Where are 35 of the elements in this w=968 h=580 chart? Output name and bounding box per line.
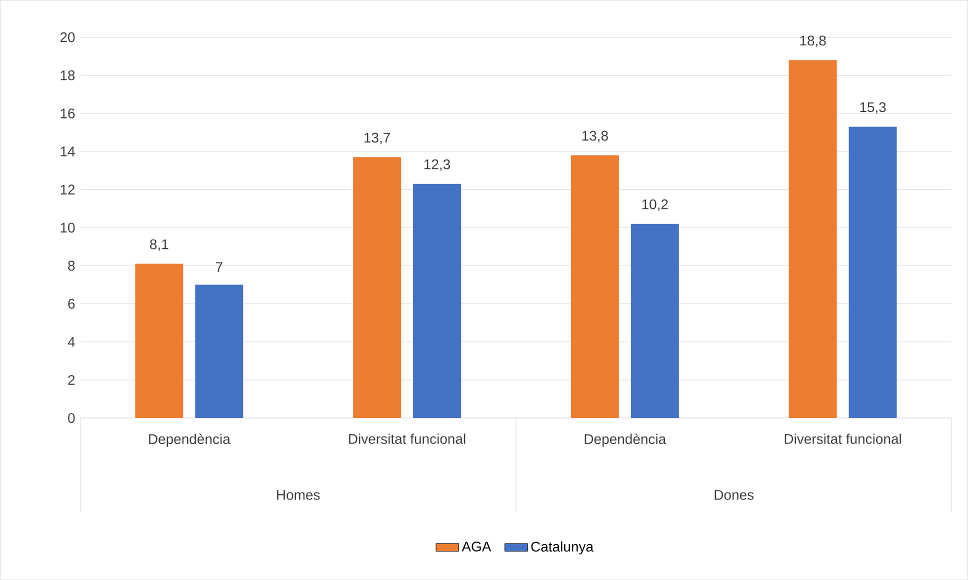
x-tick-label: Dependència [584,434,666,447]
y-tick-label: 4 [68,336,75,347]
y-tick-label: 2 [68,374,75,385]
data-label: 10,2 [642,199,668,211]
x-tick-label: Dependència [149,434,230,447]
legend-label: Catalunya [531,541,594,554]
y-tick-label: 8 [68,260,75,271]
bar [788,60,837,418]
y-tick-label: 14 [60,146,75,156]
y-tick-label: 20 [60,32,75,42]
bar [413,184,462,418]
data-label: 18,8 [800,36,826,48]
y-tick-label: 6 [68,298,75,309]
y-tick-label: 10 [60,222,75,233]
x-tick-label: Diversitat funcional [349,434,466,444]
y-tick-label: 0 [68,412,75,423]
bar [195,284,244,418]
data-label: 13,8 [582,130,608,142]
x-tick-label: Diversitat funcional [784,434,901,444]
bar [135,264,184,418]
data-label: 13,7 [364,132,390,144]
data-label: 8,1 [150,239,168,251]
y-tick-label: 12 [60,184,75,194]
bar [848,126,897,418]
text: Homes [277,490,320,500]
data-label: 15,3 [860,102,886,114]
bar [630,224,679,418]
text: Dones [714,490,754,500]
y-tick-label: 18 [60,70,75,80]
bar [570,155,619,418]
legend-label: AGA [462,541,492,552]
data-label: 7 [216,262,222,272]
y-tick-label: 16 [60,108,75,118]
data-label: 12,3 [424,159,450,171]
bar [353,157,402,418]
